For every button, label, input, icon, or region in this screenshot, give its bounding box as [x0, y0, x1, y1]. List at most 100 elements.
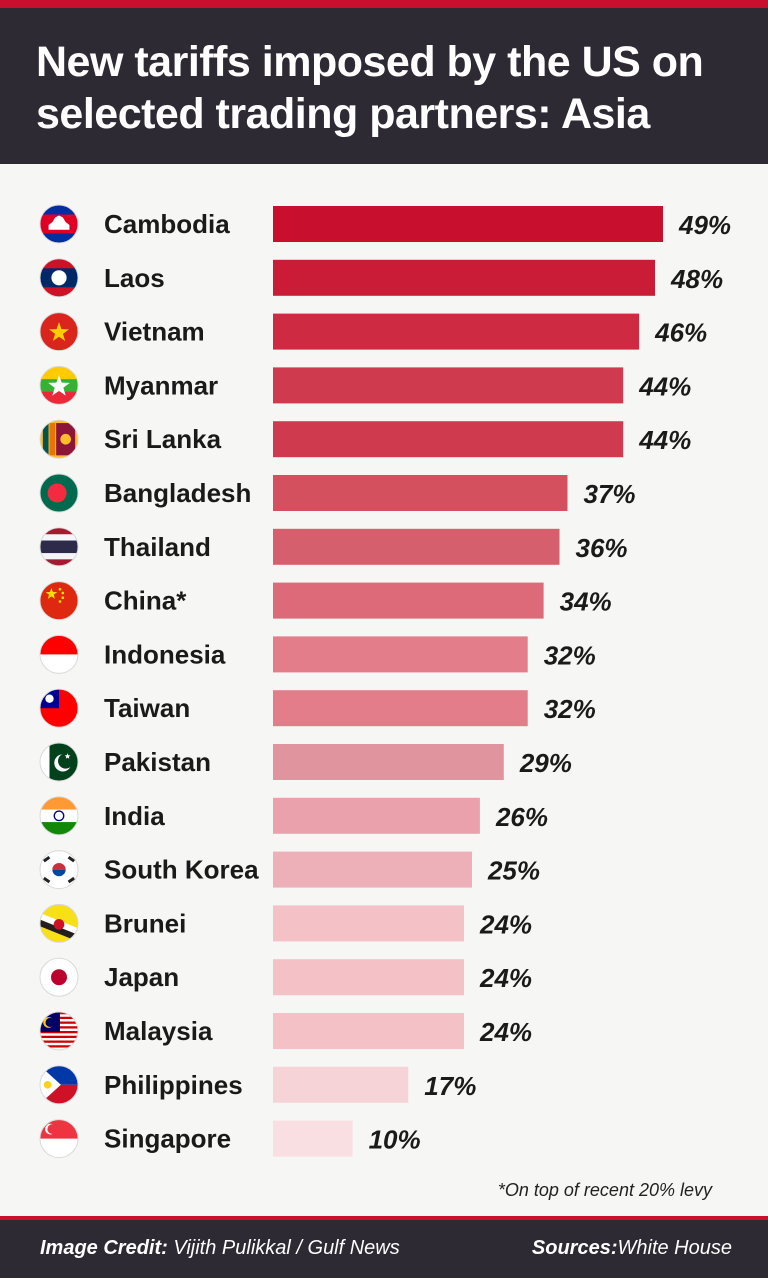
value-label: 34% [560, 587, 612, 617]
chart-row: Taiwan 32% [39, 688, 596, 728]
value-label: 48% [670, 264, 723, 294]
philippines-flag-icon [39, 1065, 79, 1105]
value-label: 26% [495, 802, 548, 832]
category-label: Pakistan [104, 747, 211, 777]
category-label: Malaysia [104, 1016, 213, 1046]
taiwan-flag-icon [39, 688, 79, 728]
chart-row: Laos 48% [39, 258, 723, 298]
bar [273, 206, 663, 242]
sources-label: Sources: [531, 1237, 618, 1259]
footer: Image Credit: Vijith Pulikkal / Gulf New… [0, 1220, 768, 1278]
value-label: 29% [519, 748, 572, 778]
category-label: Brunei [104, 908, 186, 938]
china-flag-icon [39, 581, 79, 621]
value-label: 46% [654, 318, 707, 348]
sri-lanka-flag-icon [39, 419, 79, 459]
value-label: 44% [638, 371, 691, 401]
myanmar-flag-icon [39, 365, 79, 405]
chart-row: Malaysia 24% [39, 1011, 532, 1051]
bar [273, 1013, 464, 1049]
category-label: Thailand [104, 532, 211, 562]
chart-row: Brunei 24% [39, 903, 532, 943]
header: New tariffs imposed by the US on selecte… [0, 8, 768, 164]
singapore-flag-icon [39, 1119, 79, 1159]
category-label: Indonesia [104, 639, 226, 669]
value-label: 17% [424, 1071, 476, 1101]
bar [273, 259, 655, 296]
value-label: 24% [479, 963, 532, 993]
credit-label: Image Credit: [40, 1237, 168, 1259]
bar [273, 690, 528, 727]
chart-row: Thailand 36% [39, 527, 628, 567]
brunei-flag-icon [39, 903, 79, 943]
vietnam-flag-icon [39, 312, 79, 352]
value-label: 32% [544, 640, 596, 670]
value-label: 49% [678, 210, 731, 240]
south-korea-flag-icon [39, 850, 79, 890]
chart-row: South Korea 25% [39, 850, 540, 890]
bar [273, 367, 624, 404]
bar [273, 475, 568, 511]
chart-row: India 26% [39, 796, 548, 836]
chart-row: Philippines 17% [39, 1065, 476, 1105]
bar [273, 636, 528, 673]
bar [273, 905, 464, 942]
value-label: 36% [576, 533, 628, 563]
image-credit: Image Credit: Vijith Pulikkal / Gulf New… [40, 1237, 400, 1260]
category-label: Myanmar [104, 370, 218, 400]
chart-title: New tariffs imposed by the US on selecte… [36, 38, 704, 138]
footer-accent-stripe [0, 1216, 768, 1220]
pakistan-flag-icon [39, 742, 79, 782]
bar [273, 528, 560, 565]
bar [273, 744, 504, 780]
chart-row: Japan 24% [39, 957, 532, 997]
value-label: 25% [487, 856, 540, 886]
category-label: Philippines [104, 1070, 243, 1100]
chart-row: Vietnam 46% [39, 312, 707, 352]
value-label: 44% [638, 425, 691, 455]
category-label: Vietnam [104, 317, 205, 347]
category-label: Japan [104, 962, 179, 992]
chart-row: Myanmar 44% [39, 365, 691, 405]
indonesia-flag-icon [39, 634, 79, 674]
top-accent-stripe [0, 0, 768, 8]
category-label: Singapore [104, 1124, 231, 1154]
value-label: 24% [479, 1017, 532, 1047]
category-label: South Korea [104, 855, 259, 885]
bar [273, 797, 480, 834]
value-label: 32% [544, 694, 596, 724]
chart-row: Singapore 10% [39, 1119, 421, 1159]
chart-area: Cambodia 49% Laos 48% Vietnam 46% Myanmar 44% Sr… [0, 164, 768, 1216]
value-label: 10% [369, 1125, 421, 1155]
credit-value: Vijith Pulikkal / Gulf News [173, 1237, 400, 1259]
chart-row: Pakistan 29% [39, 742, 572, 782]
chart-row: China* 34% [39, 581, 612, 621]
category-label: Bangladesh [104, 478, 251, 508]
thailand-flag-icon [39, 527, 79, 567]
chart-row: Sri Lanka 44% [39, 419, 691, 459]
bangladesh-flag-icon [39, 473, 79, 513]
bar [273, 851, 472, 888]
chart-row: Cambodia 49% [39, 204, 731, 244]
chart-row: Bangladesh 37% [39, 473, 636, 513]
category-label: Laos [104, 263, 165, 293]
bar [273, 582, 544, 619]
sources: Sources:White House [532, 1237, 732, 1260]
bar [273, 313, 640, 350]
sources-value: White House [617, 1237, 733, 1259]
cambodia-flag-icon [39, 204, 79, 244]
india-flag-icon [39, 796, 79, 836]
bar [273, 1120, 353, 1157]
laos-flag-icon [39, 258, 79, 298]
value-label: 24% [479, 909, 532, 939]
bar [273, 421, 624, 458]
bar [273, 959, 464, 996]
bar-chart: Cambodia 49%Laos 48%Vietnam 46%Myanmar 44%Sr… [39, 204, 731, 1159]
bar [273, 1066, 409, 1103]
malaysia-flag-icon [39, 1011, 79, 1051]
value-label: 37% [583, 479, 635, 509]
category-label: Taiwan [104, 693, 190, 723]
footnote: *On top of recent 20% levy [497, 1180, 712, 1200]
category-label: China* [104, 586, 187, 616]
chart-row: Indonesia 32% [39, 634, 596, 674]
